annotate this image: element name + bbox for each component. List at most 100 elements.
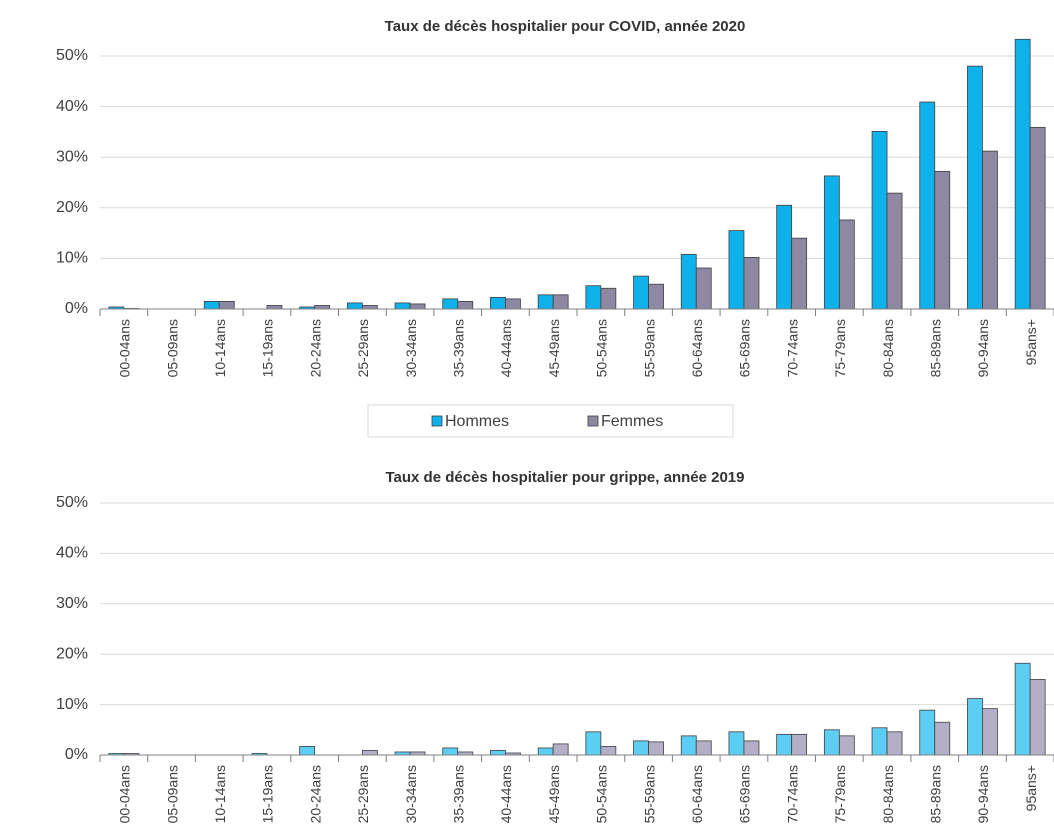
legend-swatch	[587, 415, 599, 427]
bar	[967, 698, 983, 756]
bar	[552, 294, 569, 310]
bar	[585, 285, 602, 310]
y-tick-label: 20%	[56, 645, 88, 662]
x-tick-label: 65-69ans	[737, 319, 753, 377]
bar	[680, 735, 697, 756]
y-tick-label: 30%	[56, 148, 88, 165]
x-tick-label: 30-34ans	[403, 319, 419, 377]
x-tick-label: 30-34ans	[403, 765, 419, 823]
bar	[967, 65, 983, 310]
bar	[505, 298, 521, 310]
x-tick-label: 15-19ans	[260, 319, 276, 377]
x-tick-label: 10-14ans	[212, 319, 228, 377]
x-tick-label: 70-74ans	[784, 319, 800, 377]
x-tick-label: 75-79ans	[832, 765, 848, 823]
x-tick-label: 80-84ans	[880, 765, 896, 823]
x-tick-label: 90-94ans	[975, 765, 991, 823]
x-tick-label: 45-49ans	[546, 319, 562, 377]
bar	[633, 740, 649, 756]
bar	[648, 741, 664, 756]
y-tick-label: 20%	[56, 199, 88, 216]
legend-label: Hommes	[445, 413, 509, 430]
y-tick-label: 0%	[65, 300, 88, 317]
bar	[743, 740, 760, 756]
bar	[457, 301, 474, 310]
bar	[537, 294, 554, 310]
bar	[776, 733, 793, 756]
x-tick-label: 25-29ans	[355, 765, 371, 823]
bar	[346, 302, 363, 310]
y-tick-label: 10%	[56, 250, 88, 267]
bar	[203, 301, 220, 310]
bar	[552, 743, 569, 756]
bar	[886, 192, 903, 310]
y-tick-label: 40%	[56, 545, 88, 562]
chart-title: Taux de décès hospitalier pour COVID, an…	[385, 18, 746, 35]
bar	[838, 735, 855, 756]
bar	[886, 731, 903, 756]
bar	[838, 219, 855, 310]
x-tick-label: 40-44ans	[498, 319, 514, 377]
bar	[791, 237, 808, 310]
x-tick-label: 80-84ans	[880, 319, 896, 377]
bar	[982, 708, 998, 756]
x-tick-label: 35-39ans	[450, 765, 466, 823]
bar	[490, 750, 506, 756]
x-tick-label: 10-14ans	[212, 765, 228, 823]
bar	[537, 747, 554, 756]
x-tick-label: 15-19ans	[260, 765, 276, 823]
x-tick-label: 65-69ans	[737, 765, 753, 823]
chart-title: Taux de décès hospitalier pour grippe, a…	[385, 469, 744, 486]
bar	[823, 175, 840, 310]
bar	[361, 305, 378, 310]
x-tick-label: 75-79ans	[832, 319, 848, 377]
bar	[299, 746, 316, 756]
bar	[218, 301, 235, 310]
bar	[871, 130, 888, 310]
bar	[600, 287, 617, 310]
bar	[442, 747, 459, 756]
bar	[728, 731, 745, 756]
bar	[361, 750, 378, 756]
y-tick-label: 0%	[65, 746, 88, 763]
x-tick-label: 95ans+	[1023, 765, 1039, 811]
x-tick-label: 20-24ans	[307, 765, 323, 823]
x-tick-label: 45-49ans	[546, 765, 562, 823]
bar	[1014, 38, 1031, 310]
bar	[695, 267, 712, 310]
bar	[823, 729, 840, 756]
y-tick-label: 40%	[56, 98, 88, 115]
x-tick-label: 00-04ans	[117, 765, 133, 823]
x-tick-label: 50-54ans	[594, 319, 610, 377]
x-tick-label: 55-59ans	[641, 765, 657, 823]
x-tick-label: 55-59ans	[641, 319, 657, 377]
bar	[743, 256, 760, 310]
bar	[1014, 662, 1031, 756]
bar	[919, 709, 936, 756]
bar	[680, 253, 697, 310]
x-tick-label: 05-09ans	[164, 765, 180, 823]
bar	[600, 746, 617, 756]
x-tick-label: 25-29ans	[355, 319, 371, 377]
bar	[266, 305, 283, 310]
bar	[871, 727, 888, 756]
x-tick-label: 60-64ans	[689, 765, 705, 823]
bar	[776, 204, 793, 310]
x-tick-label: 95ans+	[1023, 319, 1039, 365]
bar	[934, 170, 951, 310]
x-tick-label: 85-89ans	[927, 765, 943, 823]
y-tick-label: 50%	[56, 47, 88, 64]
bar	[695, 740, 712, 756]
bar	[728, 230, 745, 310]
x-tick-label: 00-04ans	[117, 319, 133, 377]
x-tick-label: 40-44ans	[498, 765, 514, 823]
x-tick-label: 50-54ans	[594, 765, 610, 823]
y-tick-label: 10%	[56, 696, 88, 713]
bar	[409, 303, 426, 310]
bar	[934, 721, 951, 756]
bar	[442, 298, 459, 310]
bar	[314, 305, 331, 310]
bar	[1029, 126, 1046, 310]
bar	[633, 275, 649, 310]
